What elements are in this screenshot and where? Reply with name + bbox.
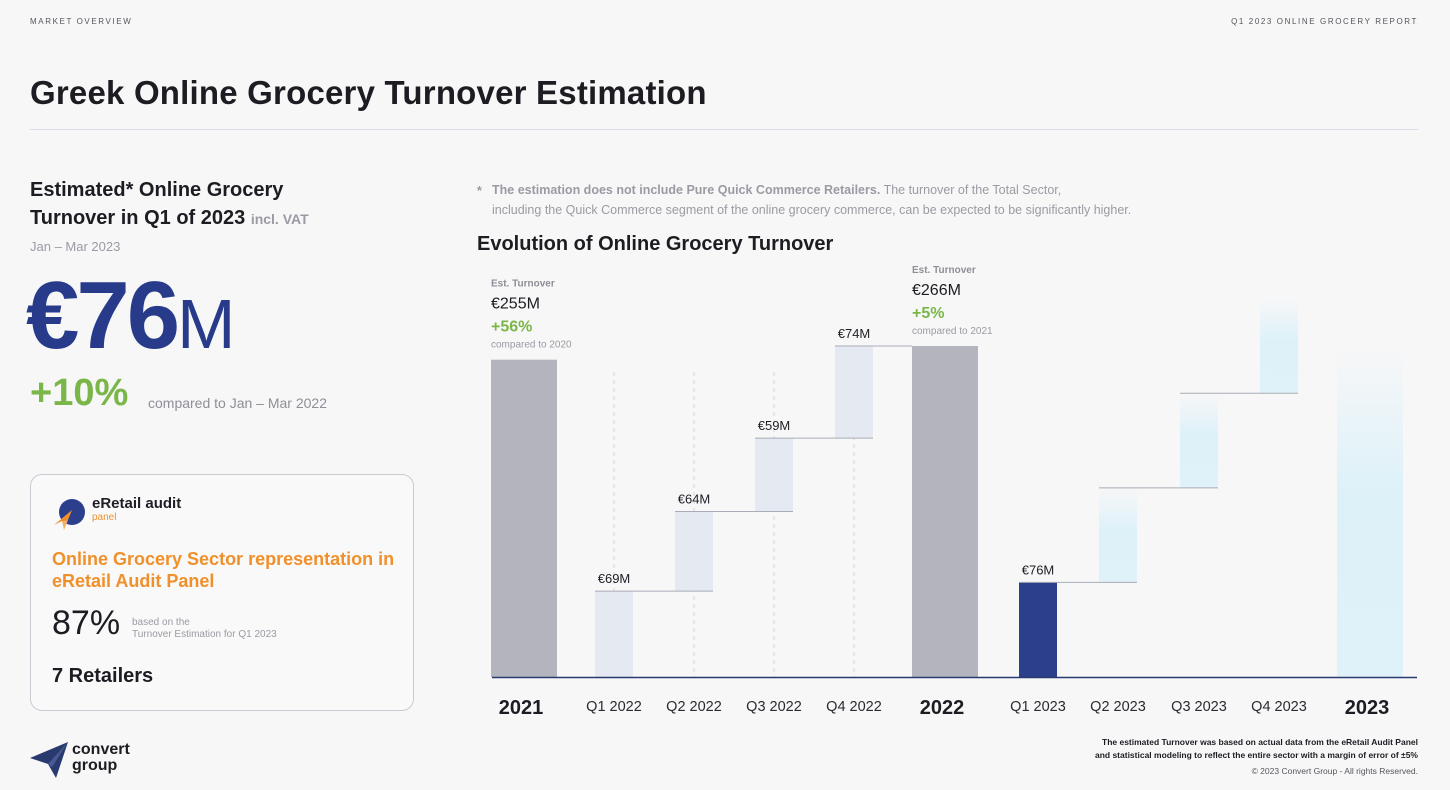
annotation-label: Est. Turnover bbox=[491, 279, 555, 290]
tick-label: 2021 bbox=[499, 697, 544, 719]
bar-q1-2023 bbox=[1019, 582, 1057, 677]
footnote-line2: including the Quick Commerce segment of … bbox=[492, 203, 1132, 217]
bar-q4-2022 bbox=[835, 346, 873, 439]
annotation-note: compared to 2020 bbox=[491, 340, 572, 351]
chart-footnote: * The estimation does not include Pure Q… bbox=[477, 180, 1377, 220]
tick-label: 2023 bbox=[1345, 697, 1390, 719]
section-kicker: MARKET OVERVIEW bbox=[30, 17, 133, 26]
annotation-change: +5% bbox=[912, 305, 944, 322]
panel-percent-note-line2: Turnover Estimation for Q1 2023 bbox=[132, 629, 277, 640]
estimate-heading: Estimated* Online Grocery Turnover in Q1… bbox=[30, 176, 309, 233]
report-kicker: Q1 2023 ONLINE GROCERY REPORT bbox=[1231, 17, 1418, 26]
vat-note: incl. VAT bbox=[250, 211, 309, 227]
bar-2021 bbox=[491, 359, 557, 677]
footer-disclaimer: The estimated Turnover was based on actu… bbox=[1095, 736, 1418, 762]
tick-label: Q3 2023 bbox=[1171, 699, 1227, 715]
data-label: €64M bbox=[678, 492, 711, 507]
tick-label: Q3 2022 bbox=[746, 699, 802, 715]
panel-retailers: 7 Retailers bbox=[52, 665, 154, 687]
bar-2023 bbox=[1337, 346, 1403, 677]
eretail-audit-logo-icon bbox=[54, 499, 85, 530]
tick-label: Q4 2023 bbox=[1251, 699, 1307, 715]
panel-percent-note: based on the Turnover Estimation for Q1 … bbox=[132, 617, 277, 641]
bar-q1-2022 bbox=[595, 591, 633, 677]
footer-disclaimer-line1: The estimated Turnover was based on actu… bbox=[1102, 737, 1418, 747]
tick-label: Q1 2022 bbox=[586, 699, 642, 715]
chart-title: Evolution of Online Grocery Turnover bbox=[477, 233, 834, 255]
tick-label: 2022 bbox=[920, 697, 965, 719]
tick-label: Q2 2023 bbox=[1090, 699, 1146, 715]
annotation-change: +56% bbox=[491, 319, 532, 336]
data-label: €74M bbox=[838, 326, 871, 341]
panel-brand: eRetail audit bbox=[92, 495, 182, 512]
bar-q2-2022 bbox=[675, 511, 713, 592]
bar-2022 bbox=[912, 346, 978, 677]
bar-q2-2023 bbox=[1099, 487, 1137, 583]
estimate-heading-line1: Estimated* Online Grocery bbox=[30, 179, 284, 201]
headline-value-number: €76 bbox=[26, 262, 180, 369]
annotation-value: €266M bbox=[912, 282, 961, 299]
estimate-period: Jan – Mar 2023 bbox=[30, 239, 121, 254]
tick-label: Q2 2022 bbox=[666, 699, 722, 715]
estimate-heading-line2-text: Turnover in Q1 of 2023 bbox=[30, 207, 246, 229]
headline-value-unit: M bbox=[177, 285, 236, 363]
estimate-heading-line2: Turnover in Q1 of 2023 incl. VAT bbox=[30, 204, 309, 233]
headline-value: €76M bbox=[26, 266, 235, 374]
panel-brand-sub: panel bbox=[92, 512, 117, 523]
data-label: €59M bbox=[758, 418, 791, 433]
bar-q3-2023 bbox=[1180, 393, 1218, 488]
headline-growth: +10% bbox=[30, 372, 129, 414]
footnote-lead: The estimation does not include Pure Qui… bbox=[492, 183, 881, 197]
footer-brand-line2: group bbox=[72, 757, 118, 774]
annotation-note: compared to 2021 bbox=[912, 326, 993, 337]
footer-copyright: © 2023 Convert Group - All rights Reserv… bbox=[1251, 766, 1418, 776]
footnote-line1: The estimation does not include Pure Qui… bbox=[477, 180, 1377, 200]
panel-percent-note-line1: based on the bbox=[132, 617, 190, 628]
headline-growth-note: compared to Jan – Mar 2022 bbox=[148, 395, 327, 411]
tick-label: Q1 2023 bbox=[1010, 699, 1066, 715]
convert-group-logo-icon bbox=[30, 742, 68, 778]
bar-q4-2023 bbox=[1260, 298, 1298, 394]
footer-brand-line1: convert bbox=[72, 741, 130, 758]
panel-card bbox=[30, 474, 414, 711]
footer-brand: convert group bbox=[72, 742, 130, 774]
annotation-value: €255M bbox=[491, 296, 540, 313]
panel-heading: Online Grocery Sector representation in … bbox=[52, 549, 395, 591]
data-label: €76M bbox=[1022, 562, 1055, 577]
data-label: €69M bbox=[598, 571, 631, 586]
page-title: Greek Online Grocery Turnover Estimation bbox=[30, 74, 707, 111]
annotation-label: Est. Turnover bbox=[912, 265, 976, 276]
tick-label: Q4 2022 bbox=[826, 699, 882, 715]
title-divider bbox=[30, 129, 1418, 130]
panel-percent: 87% bbox=[52, 604, 121, 642]
bar-q3-2022 bbox=[755, 438, 793, 512]
footnote-star: * bbox=[477, 184, 482, 198]
footnote-rest: The turnover of the Total Sector, bbox=[883, 183, 1062, 197]
footer-disclaimer-line2: and statistical modeling to reflect the … bbox=[1094, 750, 1418, 760]
